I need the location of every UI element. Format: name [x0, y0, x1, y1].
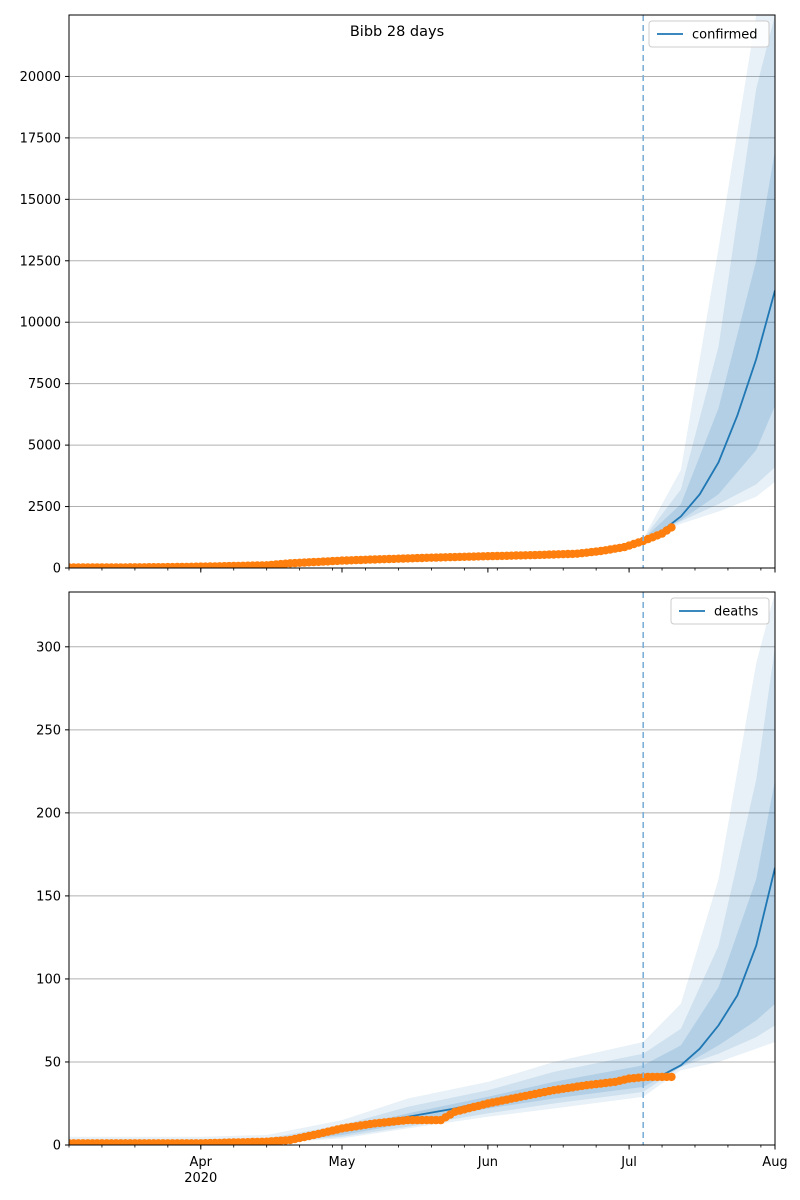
credible-band: [643, 15, 775, 541]
y-tick-label: 17500: [20, 131, 61, 146]
axes-frame: [68, 591, 776, 1146]
observed-point: [667, 1072, 676, 1082]
y-tick-label: 20000: [20, 70, 61, 85]
legend-box: [648, 20, 770, 48]
y-tick-label: 0: [53, 1139, 61, 1154]
credible-band: [69, 779, 775, 1145]
y-tick-label: 100: [36, 972, 61, 987]
legend-box: [670, 597, 770, 625]
x-tick-label: Jun: [477, 1155, 498, 1170]
x-tick-label: Jul: [620, 1155, 637, 1170]
plot-area: [69, 592, 775, 1145]
legend-label: deaths: [714, 605, 759, 620]
observed-point: [667, 523, 676, 532]
y-tick-label: 2500: [28, 500, 61, 515]
x-tick-label: Apr: [190, 1155, 213, 1170]
y-tick-label: 5000: [28, 439, 61, 454]
y-tick-label: 300: [36, 640, 61, 655]
x-tick-label: Aug: [762, 1155, 787, 1170]
y-tick-label: 7500: [28, 377, 61, 392]
credible-band: [643, 15, 775, 541]
y-tick-label: 200: [36, 806, 61, 821]
y-tick-label: 250: [36, 723, 61, 738]
legend-label: confirmed: [692, 28, 758, 43]
y-tick-label: 10000: [20, 316, 61, 331]
confirmed-panel: 0 2500 5000 7500 10000 12500 15000 17500 20000 co…: [20, 14, 776, 577]
y-tick-label: 15000: [20, 193, 61, 208]
y-tick-label: 12500: [20, 254, 61, 269]
x-tick-sublabel: 2020: [184, 1171, 217, 1186]
plot-area: [69, 15, 775, 568]
credible-band: [643, 150, 775, 540]
x-tick-label: May: [329, 1155, 356, 1170]
y-tick-label: 50: [44, 1055, 61, 1070]
axes-frame: [68, 14, 776, 569]
y-tick-label: 150: [36, 889, 61, 904]
y-tick-label: 0: [53, 562, 61, 577]
chart-title: Bibb 28 days: [350, 24, 444, 40]
